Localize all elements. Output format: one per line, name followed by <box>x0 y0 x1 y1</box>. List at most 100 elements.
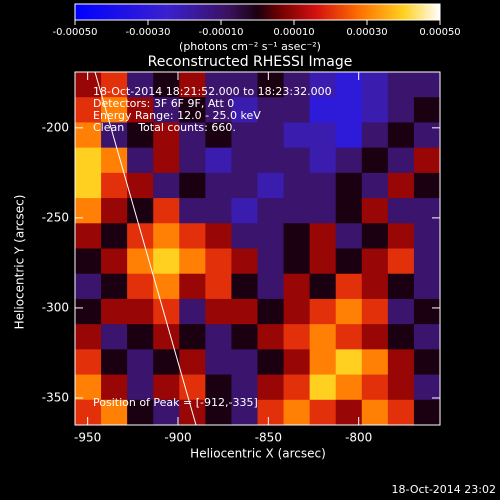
pixel <box>75 248 102 275</box>
pixel <box>153 172 180 199</box>
pixel <box>205 198 232 224</box>
x-tick-label: -900 <box>164 431 191 445</box>
pixel <box>179 147 206 174</box>
pixel <box>75 273 102 300</box>
x-axis-label: Heliocentric X (arcsec) <box>190 447 326 461</box>
pixel <box>127 324 154 350</box>
pixel <box>309 349 337 376</box>
pixel <box>413 97 440 123</box>
pixel <box>335 298 363 325</box>
pixel <box>361 399 389 425</box>
pixel <box>231 72 258 98</box>
colorbar-tick-label: -0.00050 <box>53 27 98 38</box>
pixel <box>127 198 154 224</box>
colorbar-tick-label: 0.00010 <box>273 27 314 38</box>
pixel <box>205 248 232 275</box>
pixel <box>231 349 258 376</box>
pixel <box>257 298 285 325</box>
pixel <box>283 72 311 98</box>
pixel <box>101 72 128 98</box>
pixel <box>413 147 440 174</box>
solar-limb <box>94 72 197 425</box>
y-axis-label: Heliocentric Y (arcsec) <box>13 195 27 330</box>
pixel <box>179 298 206 325</box>
pixel <box>205 374 232 401</box>
pixel <box>257 198 285 224</box>
pixel <box>75 223 102 249</box>
pixel <box>387 198 415 224</box>
pixel <box>179 248 206 275</box>
pixel <box>179 223 206 249</box>
pixel <box>205 349 232 376</box>
pixel <box>335 198 363 224</box>
pixel <box>283 97 311 123</box>
pixel <box>387 97 415 123</box>
y-tick-label: -300 <box>42 300 69 314</box>
pixel <box>205 399 232 425</box>
pixel <box>127 399 154 425</box>
pixel <box>101 324 128 350</box>
pixel <box>387 374 415 401</box>
pixel <box>231 399 258 425</box>
annotation: Clean Total counts: 660. <box>93 121 236 134</box>
pixel <box>101 172 128 199</box>
pixel <box>413 223 440 249</box>
pixel <box>283 198 311 224</box>
chart-title: Reconstructed RHESSI Image <box>148 54 353 70</box>
pixel <box>309 374 337 401</box>
pixel <box>387 324 415 350</box>
pixel <box>153 223 180 249</box>
pixel <box>361 298 389 325</box>
pixel <box>309 97 337 123</box>
pixel <box>335 122 363 149</box>
pixel <box>309 399 337 425</box>
pixel <box>335 248 363 275</box>
pixel <box>179 72 206 98</box>
pixel <box>231 147 258 174</box>
pixel <box>127 223 154 249</box>
pixel <box>153 399 180 425</box>
pixel <box>75 172 102 199</box>
pixel <box>413 273 440 300</box>
pixel <box>309 223 337 249</box>
pixel <box>75 97 102 123</box>
pixel <box>179 273 206 300</box>
pixel <box>101 122 128 149</box>
pixel <box>101 374 128 401</box>
pixel <box>231 298 258 325</box>
pixel <box>153 147 180 174</box>
pixel <box>101 273 128 300</box>
pixel <box>309 72 337 98</box>
pixel <box>179 198 206 224</box>
x-tick-label: -950 <box>74 431 101 445</box>
pixel <box>153 324 180 350</box>
pixel <box>231 223 258 249</box>
pixel <box>257 172 285 199</box>
pixel <box>335 223 363 249</box>
pixel <box>283 298 311 325</box>
pixel <box>75 72 102 98</box>
colorbar-tick-label: 0.00050 <box>419 27 460 38</box>
pixel <box>309 122 337 149</box>
plot-frame <box>74 71 441 426</box>
pixel <box>361 349 389 376</box>
pixel <box>127 147 154 174</box>
pixel <box>361 223 389 249</box>
pixel <box>179 324 206 350</box>
pixel <box>257 273 285 300</box>
pixel <box>361 147 389 174</box>
pixel <box>101 147 128 174</box>
pixel <box>361 324 389 350</box>
pixel <box>361 198 389 224</box>
pixel <box>283 122 311 149</box>
pixel <box>257 349 285 376</box>
pixel <box>257 399 285 425</box>
pixel <box>361 273 389 300</box>
pixel <box>335 273 363 300</box>
pixel <box>257 223 285 249</box>
pixel <box>205 97 232 123</box>
pixel <box>101 349 128 376</box>
pixel <box>205 122 232 149</box>
pixel <box>309 248 337 275</box>
